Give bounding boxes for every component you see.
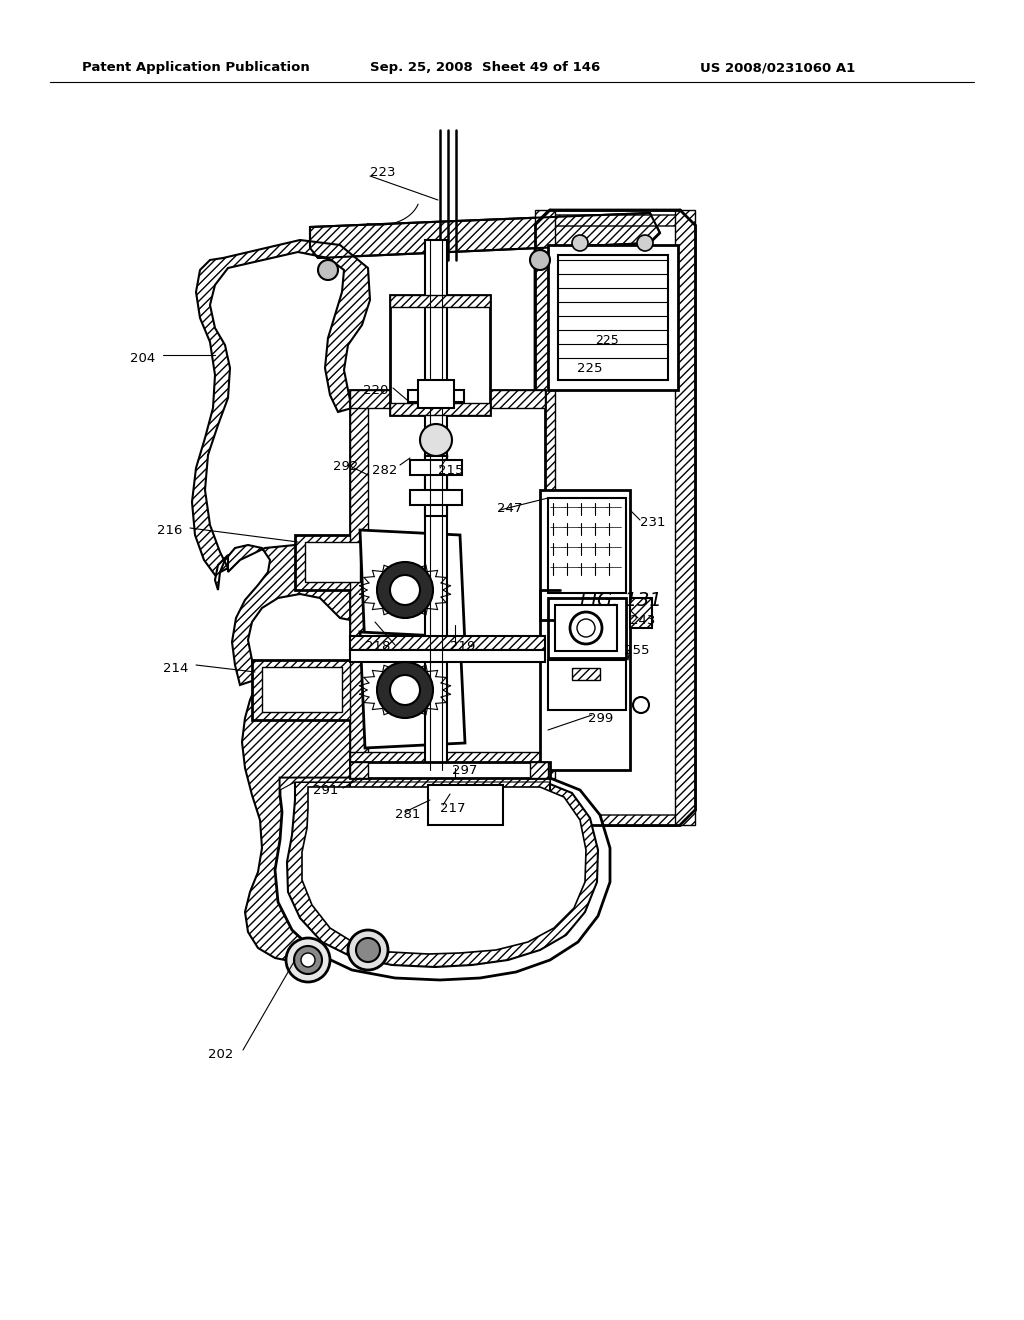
Bar [425,240,447,770]
Polygon shape [360,531,465,649]
Text: 282: 282 [372,463,397,477]
Bar [548,246,678,389]
Bar [558,255,668,380]
Polygon shape [275,777,610,979]
Polygon shape [360,632,465,748]
Text: 214: 214 [163,661,188,675]
Polygon shape [193,240,370,576]
Text: US 2008/0231060 A1: US 2008/0231060 A1 [700,62,855,74]
Text: 219: 219 [450,640,475,653]
Bar [390,294,490,414]
Circle shape [633,697,649,713]
Bar [305,543,360,582]
Polygon shape [287,781,598,968]
Text: 255: 255 [624,644,649,656]
Bar [252,660,352,719]
Bar [295,535,370,590]
Bar [675,210,695,825]
Circle shape [377,562,433,618]
Bar [410,490,462,506]
Bar [262,667,342,711]
Text: 225: 225 [595,334,618,346]
Bar [350,762,550,777]
Bar [350,752,545,770]
Bar [410,459,462,475]
Bar [548,498,626,593]
Polygon shape [302,787,586,954]
Circle shape [318,260,338,280]
Text: 292: 292 [333,461,358,474]
Bar [390,403,490,414]
Bar [428,785,503,825]
Circle shape [348,931,388,970]
Bar [425,455,447,516]
Text: 220: 220 [362,384,388,396]
Polygon shape [310,213,660,257]
Bar [530,762,548,777]
Text: 216: 216 [157,524,182,536]
Text: 225: 225 [578,362,603,375]
Text: 247: 247 [497,502,522,515]
Bar [390,294,490,308]
Polygon shape [215,545,365,685]
Circle shape [530,249,550,271]
Bar [535,210,555,825]
Text: 243: 243 [630,614,655,627]
Bar [350,389,545,770]
Circle shape [356,939,380,962]
Circle shape [390,675,420,705]
Bar [418,380,454,408]
Bar [350,389,545,408]
Text: Patent Application Publication: Patent Application Publication [82,62,309,74]
Text: 223: 223 [370,165,395,178]
Polygon shape [535,210,695,825]
Circle shape [572,235,588,251]
Circle shape [294,946,322,974]
Text: 217: 217 [440,801,466,814]
Text: 297: 297 [452,763,477,776]
Bar [350,762,368,777]
Circle shape [570,612,602,644]
Circle shape [420,424,452,455]
Circle shape [286,939,330,982]
Circle shape [301,953,315,968]
Circle shape [390,576,420,605]
Bar [350,649,545,663]
Text: 204: 204 [130,351,155,364]
Bar [350,777,550,795]
Polygon shape [242,665,372,962]
Text: Sep. 25, 2008  Sheet 49 of 146: Sep. 25, 2008 Sheet 49 of 146 [370,62,600,74]
Bar [555,605,617,651]
Text: 231: 231 [640,516,666,529]
Text: FIG. 131: FIG. 131 [580,590,662,610]
Text: 299: 299 [588,711,613,725]
Text: 202: 202 [208,1048,233,1061]
Text: 291: 291 [312,784,338,796]
Text: 281: 281 [395,808,421,821]
Bar [350,636,545,649]
Circle shape [577,619,595,638]
Bar [548,598,626,657]
Bar [350,389,368,770]
Bar [548,660,626,710]
Polygon shape [553,215,688,238]
Polygon shape [280,777,550,789]
Bar [630,598,652,628]
Text: 218: 218 [365,640,390,653]
Bar [540,490,630,770]
Bar [572,668,600,680]
Polygon shape [553,803,688,826]
Circle shape [637,235,653,251]
Circle shape [377,663,433,718]
Bar [408,389,464,403]
Text: 215: 215 [438,463,464,477]
